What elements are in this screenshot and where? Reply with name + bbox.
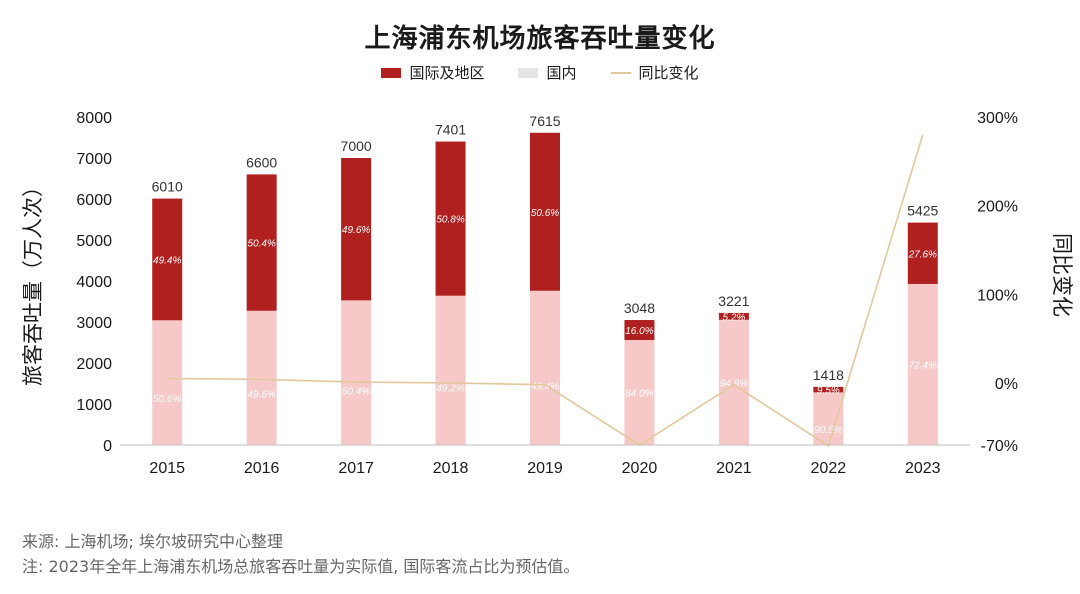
footnote: 注: 2023年全年上海浦东机场总旅客吞吐量为实际值, 国际客流占比为预估值。	[22, 557, 580, 576]
total-label-2017: 7000	[341, 138, 372, 154]
y2-tick-label: 300%	[977, 110, 1018, 127]
y2-axis-label: 同比变化	[1050, 233, 1074, 317]
bars-layer: 6010 49.4% 50.6% 6600 50.4% 49.6% 7000 49.6% 50.…	[152, 113, 939, 445]
bar-international-2018	[435, 141, 466, 296]
intl-share-label-2021: 5.2%	[722, 312, 745, 323]
legend-swatch-yoy	[610, 71, 631, 74]
total-label-2023: 5425	[907, 203, 938, 219]
y-tick-label: 7000	[76, 151, 112, 168]
intl-share-label-2018: 50.8%	[436, 215, 464, 226]
bar-international-2021	[718, 312, 749, 320]
intl-share-label-2019: 50.6%	[531, 208, 559, 219]
bar-international-2022	[813, 386, 844, 393]
legend-label-yoy: 同比变化	[638, 64, 699, 82]
y-tick-label: 5000	[76, 233, 112, 250]
legend: 国际及地区 国内 同比变化	[0, 62, 1080, 83]
bar-domestic-2016	[246, 310, 277, 445]
y2-tick-label: 0%	[995, 376, 1018, 393]
x-tick-label-2021: 2021	[716, 460, 752, 477]
total-label-2016: 6600	[246, 154, 277, 170]
bar-domestic-2015	[152, 320, 183, 445]
intl-share-label-2015: 49.4%	[153, 255, 181, 266]
y-tick-label: 8000	[76, 110, 112, 127]
bar-international-2020	[624, 320, 655, 341]
legend-label-international: 国际及地区	[409, 64, 485, 82]
y2-tick-label: -70%	[981, 438, 1018, 455]
total-label-2015: 6010	[152, 179, 183, 195]
x-tick-label-2017: 2017	[338, 460, 374, 477]
x-tick-label-2016: 2016	[244, 460, 280, 477]
y-tick-label: 6000	[76, 192, 112, 209]
x-tick-label-2020: 2020	[622, 460, 658, 477]
domestic-share-label-2015: 50.6%	[153, 394, 181, 405]
bar-international-2023	[907, 222, 938, 284]
bar-international-2017	[341, 158, 372, 301]
x-tick-label-2019: 2019	[527, 460, 563, 477]
total-label-2020: 3048	[624, 300, 655, 316]
source-note: 来源: 上海机场; 埃尔坡研究中心整理	[22, 532, 283, 551]
bar-domestic-2021	[718, 319, 749, 445]
y-tick-label: 4000	[76, 274, 112, 291]
intl-share-label-2020: 16.0%	[625, 326, 653, 337]
y-tick-label: 0	[103, 438, 112, 455]
x-tick-label-2018: 2018	[433, 460, 469, 477]
x-tick-label-2022: 2022	[811, 460, 847, 477]
y-axis-label: 旅客吞吐量（万人次）	[21, 176, 45, 386]
y2-tick-label: 200%	[977, 199, 1018, 216]
total-label-2021: 3221	[718, 293, 749, 309]
domestic-share-label-2017: 50.4%	[342, 386, 370, 397]
y-tick-label: 1000	[76, 397, 112, 414]
intl-share-label-2023: 27.6%	[908, 249, 937, 260]
total-label-2019: 7615	[529, 113, 560, 129]
bar-domestic-2017	[341, 300, 372, 445]
legend-item-yoy: 同比变化	[610, 62, 699, 83]
bar-domestic-2023	[907, 283, 938, 445]
chart-title: 上海浦东机场旅客吞吐量变化	[364, 24, 716, 54]
y-tick-label: 2000	[76, 356, 112, 373]
legend-swatch-domestic	[518, 67, 539, 78]
domestic-share-label-2022: 90.5%	[814, 425, 842, 436]
domestic-share-label-2016: 49.6%	[247, 390, 275, 401]
y-tick-label: 3000	[76, 315, 112, 332]
y2-tick-label: 100%	[977, 287, 1018, 304]
intl-share-label-2017: 49.6%	[342, 225, 370, 236]
domestic-share-label-2020: 84.0%	[625, 389, 653, 400]
x-tick-label-2015: 2015	[149, 460, 185, 477]
legend-swatch-international	[381, 67, 402, 78]
x-tick-label-2023: 2023	[905, 460, 941, 477]
bar-domestic-2018	[435, 295, 466, 445]
domestic-share-label-2023: 72.4%	[909, 360, 937, 371]
bar-domestic-2022	[813, 392, 844, 445]
domestic-share-label-2019: 49.4%	[531, 382, 559, 393]
legend-item-international: 国际及地区	[381, 62, 484, 83]
legend-item-domestic: 国内	[518, 62, 577, 83]
bar-international-2016	[246, 174, 277, 311]
bar-domestic-2019	[530, 290, 560, 445]
bar-international-2019	[530, 132, 560, 291]
total-label-2022: 1418	[813, 367, 844, 383]
intl-share-label-2022: 9.5%	[817, 386, 840, 397]
axes-layer: 0 1000 2000 3000 4000 5000 6000 7000 8000 -70% 0% 1…	[21, 110, 1074, 477]
domestic-share-label-2018: 49.2%	[436, 383, 464, 394]
bar-international-2015	[152, 198, 183, 321]
legend-label-domestic: 国内	[546, 64, 577, 82]
total-label-2018: 7401	[435, 122, 466, 138]
bar-domestic-2020	[624, 340, 655, 445]
intl-share-label-2016: 50.4%	[247, 239, 275, 250]
